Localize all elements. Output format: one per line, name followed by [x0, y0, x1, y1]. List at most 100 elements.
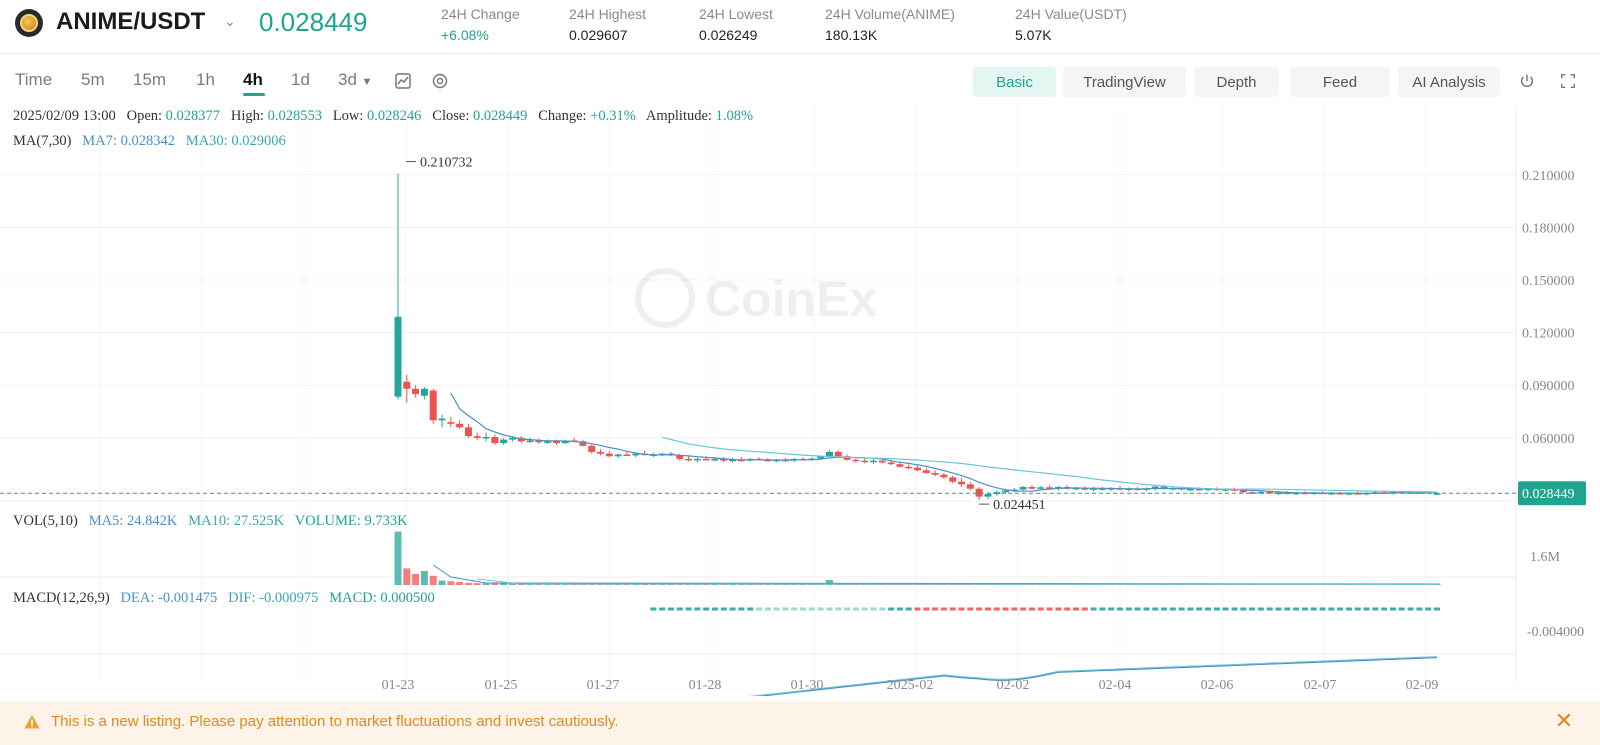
volume-bar: [456, 582, 464, 585]
macd-histogram-bar: [870, 607, 877, 611]
candle: [1160, 486, 1168, 489]
candle: [1186, 488, 1194, 491]
candle: [456, 423, 464, 428]
macd-histogram-bar: [1205, 607, 1212, 611]
volume-label: VOLUME:: [294, 513, 361, 529]
candle: [1072, 487, 1080, 490]
dropdown-caret-icon[interactable]: ▼: [361, 76, 373, 88]
macd-histogram-bar: [1381, 607, 1388, 611]
dea-value: -0.001475: [158, 590, 218, 606]
candle: [597, 451, 605, 454]
macd-histogram-bar: [1249, 607, 1256, 611]
y-tick-label: 0.090000: [1522, 379, 1575, 394]
min-price-marker: 0.024451: [993, 498, 1046, 513]
candle: [720, 458, 728, 461]
candle: [984, 493, 992, 497]
stat-value: 180.13K: [825, 27, 878, 43]
kline-chart[interactable]: 0.210000 0.180000 0.150000 0.120000 0.090000…: [0, 106, 1600, 696]
macd-histogram-bar: [773, 607, 780, 611]
macd-label: MACD:: [329, 590, 377, 606]
x-tick-label: 01-25: [485, 678, 518, 693]
candle: [711, 458, 719, 461]
coinex-watermark: CoinEx: [635, 268, 877, 328]
close-icon[interactable]: ✕: [1554, 708, 1574, 733]
macd-histogram-bar: [685, 607, 692, 611]
market-header: ANIME/USDT ⌄ 0.028449 24H Change +6.08% 24…: [0, 0, 1600, 54]
fullscreen-icon[interactable]: [1557, 70, 1579, 92]
candle: [914, 467, 921, 471]
view-basic-button[interactable]: Basic: [973, 67, 1056, 97]
ma7-label: MA7:: [82, 133, 117, 149]
macd-histogram-bar: [800, 607, 807, 611]
chevron-down-icon[interactable]: ⌄: [224, 13, 236, 29]
macd-histogram-bar: [1072, 607, 1079, 611]
timeframe-time[interactable]: Time: [15, 70, 53, 89]
power-icon[interactable]: [1516, 70, 1538, 92]
candle: [579, 441, 587, 446]
candle: [464, 427, 472, 437]
macd-histogram-bar: [1011, 607, 1018, 611]
timeframe-3d[interactable]: 3d: [338, 70, 357, 89]
volume-bar: [403, 568, 411, 585]
macd-histogram-bar: [1328, 607, 1335, 611]
x-tick-label: 02-06: [1201, 678, 1234, 693]
candle: [544, 441, 552, 443]
active-timeframe-indicator: [243, 93, 265, 96]
ma-indicator-name[interactable]: MA(7,30): [13, 133, 72, 149]
ohlc-change-label: Change:: [538, 108, 587, 124]
kline-chart-canvas[interactable]: 0.210000 0.180000 0.150000 0.120000 0.090000…: [0, 106, 1600, 696]
volume-bar: [394, 531, 402, 585]
view-ai-analysis-button[interactable]: AI Analysis: [1398, 67, 1500, 97]
candle: [702, 458, 710, 461]
indicator-chart-icon[interactable]: [393, 71, 413, 91]
candle: [975, 488, 983, 497]
view-depth-button[interactable]: Depth: [1194, 67, 1279, 97]
macd-histogram-bar: [1266, 607, 1273, 611]
timeframe-5m[interactable]: 5m: [81, 70, 105, 89]
candle: [526, 440, 534, 442]
volume-bar: [482, 583, 490, 585]
candle: [438, 418, 446, 421]
ohlc-open: 0.028377: [165, 108, 221, 124]
timeframe-1d[interactable]: 1d: [291, 70, 310, 89]
vol-indicator-name[interactable]: VOL(5,10): [13, 513, 78, 529]
macd-histogram-bar: [720, 607, 727, 611]
view-tradingview-button[interactable]: TradingView: [1063, 67, 1186, 97]
macd-histogram-bar: [808, 607, 815, 611]
x-tick-label: 01-27: [587, 678, 620, 693]
macd-histogram-bar: [711, 607, 718, 611]
macd-histogram-bar: [1398, 607, 1405, 611]
dif-value: -0.000975: [259, 590, 319, 606]
y-tick-label: 0.150000: [1522, 274, 1575, 289]
macd-info: MACD(12,26,9) DEA: -0.001475 DIF: -0.000…: [13, 590, 435, 607]
macd-histogram-bar: [1407, 607, 1414, 611]
candle: [817, 456, 825, 459]
volume-bar: [500, 583, 508, 585]
timeframe-15m[interactable]: 15m: [133, 70, 167, 89]
pair-selector[interactable]: ANIME/USDT: [56, 8, 206, 35]
macd-histogram-bar: [1434, 607, 1440, 611]
vol-ma10-line: [477, 578, 1438, 585]
vol-ma10-value: 27.525K: [233, 513, 285, 529]
macd-histogram-bar: [914, 607, 921, 611]
timeframe-4h[interactable]: 4h: [243, 70, 263, 89]
settings-icon[interactable]: [430, 71, 450, 91]
vol-ma5-value: 24.842K: [127, 513, 178, 529]
view-feed-button[interactable]: Feed: [1290, 67, 1390, 97]
macd-histogram-bar: [844, 607, 851, 611]
timeframe-1h[interactable]: 1h: [196, 70, 215, 89]
macd-histogram-bar: [967, 607, 974, 611]
candle: [825, 451, 833, 457]
macd-histogram-bar: [1354, 607, 1361, 611]
candle: [561, 440, 569, 444]
ohlc-close: 0.028449: [472, 108, 528, 124]
macd-indicator-name[interactable]: MACD(12,26,9): [13, 590, 110, 606]
volume-bar: [447, 581, 455, 585]
macd-histogram-bar: [1416, 607, 1423, 611]
candle: [517, 437, 525, 442]
volume-bar: [508, 583, 516, 585]
candle: [1239, 490, 1247, 493]
vol-ma5-label: MA5:: [88, 513, 124, 529]
x-tick-label: 01-30: [791, 678, 824, 693]
stat-label: 24H Value(USDT): [1015, 6, 1127, 22]
